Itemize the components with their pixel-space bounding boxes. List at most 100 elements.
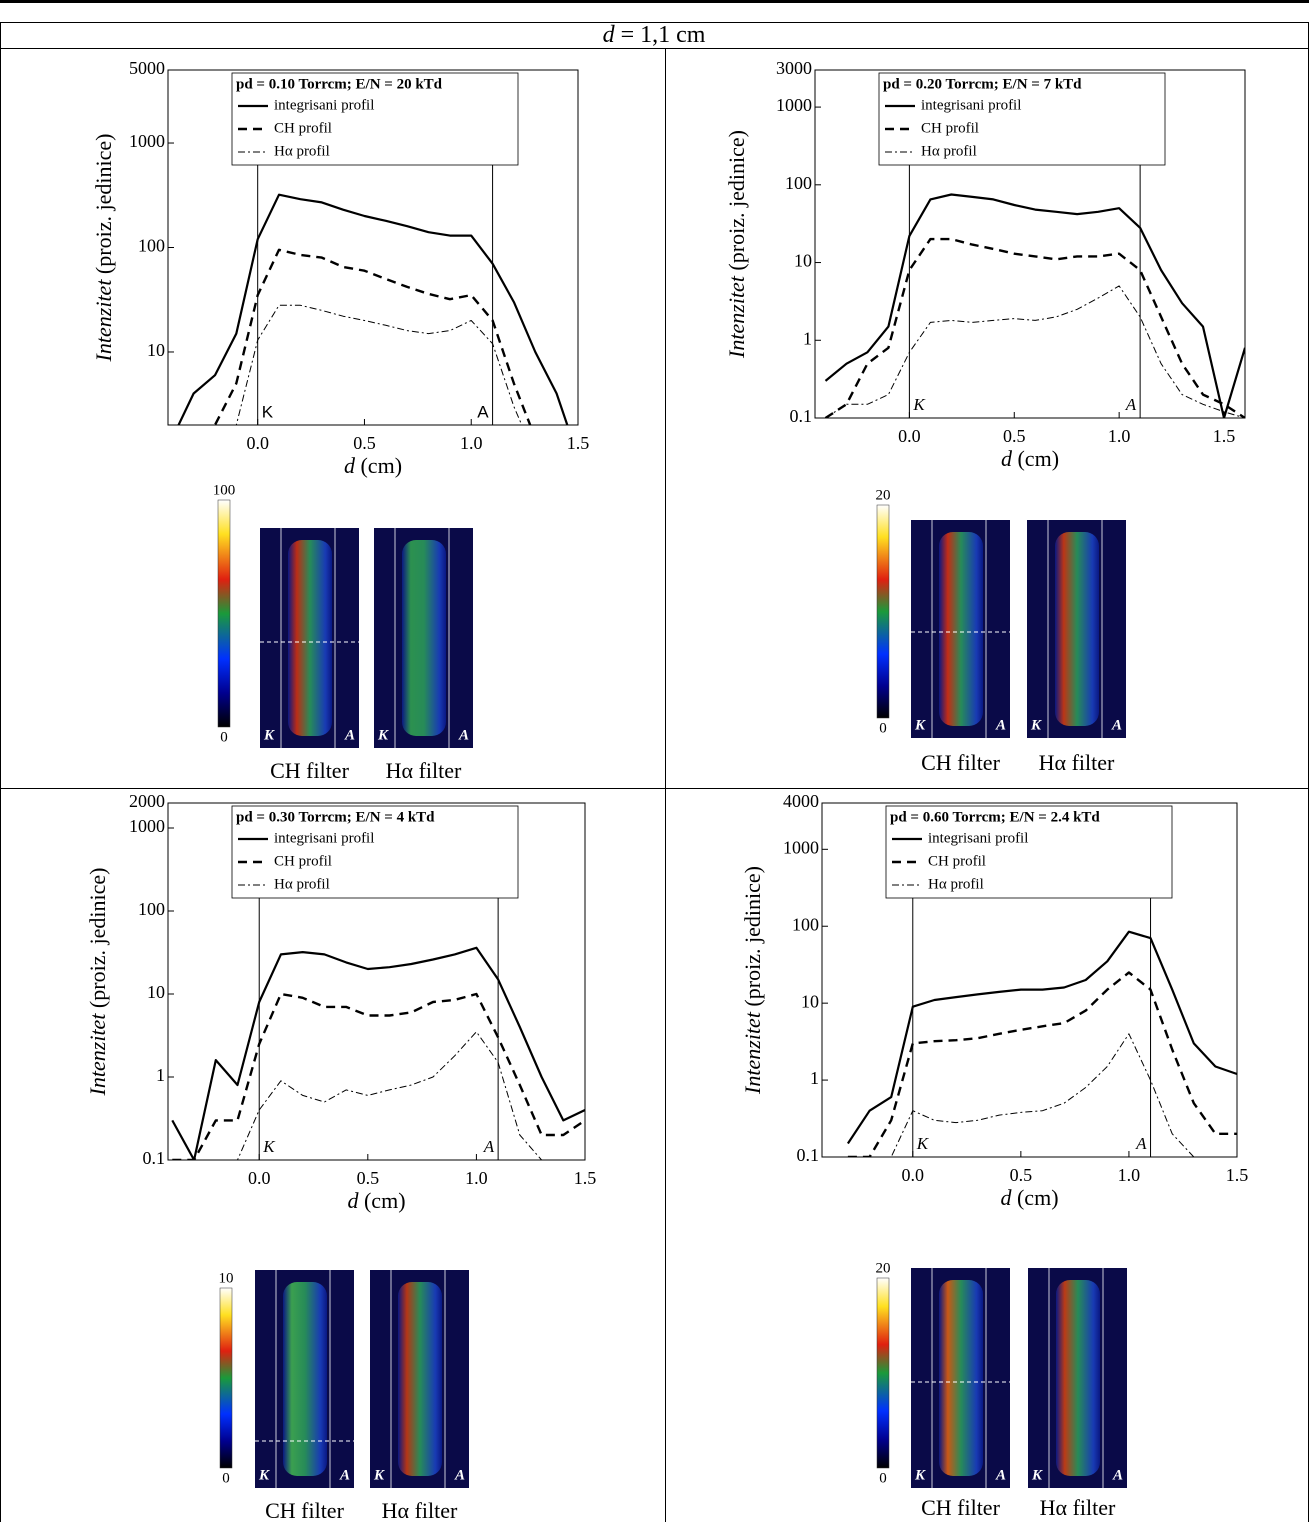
colorbar <box>876 1277 890 1469</box>
x-label-var: d <box>1001 446 1013 471</box>
x-tick-label: 0.0 <box>248 1168 271 1188</box>
colorbar-max: 20 <box>876 1260 891 1276</box>
y-label-var: Intenzitet <box>740 1011 765 1095</box>
colorbar <box>219 1287 233 1469</box>
image-glow <box>283 1282 327 1476</box>
x-axis-label: d (cm) <box>344 453 402 478</box>
legend-title: pd = 0.20 Torrcm; E/N = 7 kTd <box>883 76 1082 92</box>
x-label-unit: (cm) <box>1017 446 1059 471</box>
series-line <box>824 237 1245 418</box>
legend-box <box>878 72 1166 166</box>
y-axis-label: Intenzitet (proiz. jedinice) <box>91 134 116 363</box>
x-tick-label: 1.5 <box>574 1168 597 1188</box>
electrode-label: A <box>477 402 489 421</box>
image-glow <box>288 540 332 736</box>
y-tick-label: 0.1 <box>797 1145 820 1165</box>
legend-box <box>231 805 519 899</box>
y-tick-label: 100 <box>785 173 812 193</box>
filter-caption: CH filter <box>265 1498 344 1522</box>
y-label-unit: (proiz. jedinice) <box>85 868 110 1009</box>
y-tick-label: 2000 <box>129 791 165 811</box>
legend-box <box>231 72 519 166</box>
x-tick-label: 1.5 <box>567 433 590 453</box>
filter-caption: CH filter <box>921 750 1000 775</box>
y-tick-label: 1000 <box>783 837 819 857</box>
x-label-unit: (cm) <box>1017 1185 1059 1210</box>
header-var: d <box>603 22 616 48</box>
colorbar-min: 0 <box>220 729 228 745</box>
x-tick-label: 0.5 <box>1010 1165 1033 1185</box>
x-tick-label: 1.5 <box>1226 1165 1249 1185</box>
x-axis-label: d (cm) <box>1000 1185 1058 1210</box>
y-label-unit: (proiz. jedinice) <box>91 134 116 275</box>
x-label-var: d <box>1000 1185 1012 1210</box>
plot-frame <box>167 802 586 1161</box>
y-axis-label: Intenzitet (proiz. jedinice) <box>85 868 110 1097</box>
image-k: K <box>914 1467 926 1483</box>
electrode-label: K <box>262 1137 276 1156</box>
series-line <box>847 971 1237 1157</box>
y-tick-label: 0.1 <box>143 1148 166 1168</box>
legend-label: Hα profil <box>928 876 984 892</box>
legend-title: pd = 0.30 Torrcm; E/N = 4 kTd <box>236 809 435 825</box>
legend-label: CH profil <box>274 853 332 869</box>
x-tick-label: 0.5 <box>353 433 376 453</box>
colorbar-max: 100 <box>213 482 236 498</box>
y-tick-label: 1000 <box>129 816 165 836</box>
image-k: K <box>377 727 389 743</box>
x-label-var: d <box>347 1188 359 1213</box>
y-tick-label: 10 <box>801 991 819 1011</box>
y-label-unit: (proiz. jedinice) <box>724 130 749 271</box>
x-tick-label: 1.0 <box>1118 1165 1141 1185</box>
y-tick-label: 1 <box>156 1065 165 1085</box>
y-tick-label: 10 <box>147 340 165 360</box>
image-a: A <box>458 727 469 743</box>
image-glow <box>398 1282 442 1476</box>
colorbar-min: 0 <box>879 1470 887 1486</box>
legend-label: CH profil <box>921 120 979 136</box>
series-line <box>172 1031 585 1160</box>
plot-frame <box>814 69 1246 419</box>
image-k: K <box>373 1467 385 1483</box>
image-a: A <box>339 1467 350 1483</box>
image-glow <box>402 540 446 736</box>
y-tick-label: 1000 <box>129 131 165 151</box>
legend-label: integrisani profil <box>928 830 1028 846</box>
colorbar-min: 0 <box>222 1470 230 1486</box>
electrode-label: A <box>1135 1134 1147 1153</box>
legend-label: integrisani profil <box>274 830 374 846</box>
y-label-var: Intenzitet <box>724 275 749 359</box>
image-a: A <box>1112 1467 1123 1483</box>
electrode-label: K <box>916 1134 930 1153</box>
legend-label: integrisani profil <box>274 97 374 113</box>
filter-caption: Hα filter <box>386 758 462 783</box>
y-tick-label: 5000 <box>129 58 165 78</box>
y-tick-label: 4000 <box>783 791 819 811</box>
y-tick-label: 1 <box>810 1068 819 1088</box>
colorbar <box>217 499 231 728</box>
filter-caption: Hα filter <box>1039 750 1115 775</box>
y-label-var: Intenzitet <box>85 1013 110 1097</box>
image-a: A <box>344 727 355 743</box>
x-axis-label: d (cm) <box>347 1188 405 1213</box>
header: d = 1,1 cm <box>603 22 706 48</box>
y-tick-label: 1 <box>803 328 812 348</box>
y-tick-label: 3000 <box>776 58 812 78</box>
image-a: A <box>1111 717 1122 733</box>
electrode-label: K <box>262 402 274 421</box>
image-glow <box>1056 1280 1100 1476</box>
legend-title: pd = 0.10 Torrcm; E/N = 20 kTd <box>236 76 443 92</box>
x-tick-label: 1.0 <box>1108 426 1131 446</box>
series-line <box>171 946 585 1160</box>
series-line <box>172 992 585 1160</box>
y-tick-label: 10 <box>794 251 812 271</box>
legend-label: Hα profil <box>921 143 977 159</box>
electrode-label: K <box>912 395 926 414</box>
legend-label: CH profil <box>928 853 986 869</box>
image-a: A <box>454 1467 465 1483</box>
image-k: K <box>1031 1467 1043 1483</box>
image-glow <box>939 1280 983 1476</box>
y-axis-label: Intenzitet (proiz. jedinice) <box>724 130 749 359</box>
electrode-label: A <box>1125 395 1137 414</box>
